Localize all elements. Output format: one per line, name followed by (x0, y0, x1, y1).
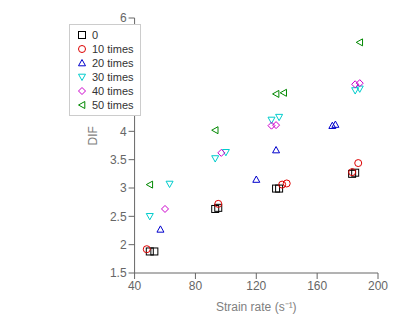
svg-text:40: 40 (128, 279, 142, 293)
svg-text:200: 200 (368, 279, 388, 293)
svg-text:5.5: 5.5 (110, 40, 127, 54)
svg-text:80: 80 (189, 279, 203, 293)
svg-text:2.5: 2.5 (110, 210, 127, 224)
svg-text:2: 2 (120, 238, 127, 252)
svg-text:6: 6 (120, 11, 127, 25)
svg-text:160: 160 (307, 279, 327, 293)
svg-text:4: 4 (120, 125, 127, 139)
svg-text:5: 5 (120, 68, 127, 82)
svg-text:1.5: 1.5 (110, 266, 127, 280)
svg-text:120: 120 (246, 279, 266, 293)
svg-text:3.5: 3.5 (110, 153, 127, 167)
svg-text:Strain rate (s⁻¹): Strain rate (s⁻¹) (216, 300, 297, 314)
svg-text:DIF: DIF (86, 126, 100, 145)
svg-text:4.5: 4.5 (110, 96, 127, 110)
svg-text:3: 3 (120, 181, 127, 195)
